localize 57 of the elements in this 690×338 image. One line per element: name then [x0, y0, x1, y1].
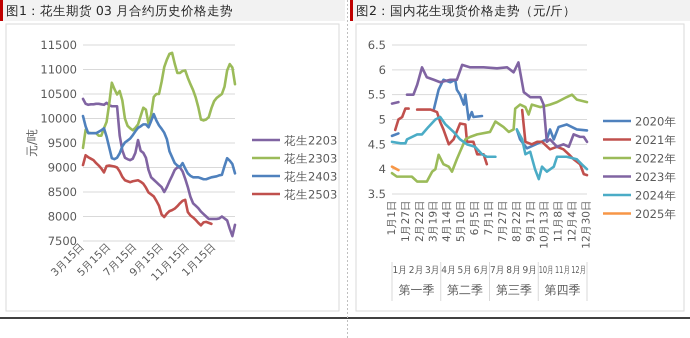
x-tick-label: 3月19日	[427, 200, 440, 242]
x-tick-label: 11月8日	[552, 200, 565, 242]
x-tick-label: 12月4日	[566, 200, 579, 242]
x-tick-label: 12月30日	[580, 200, 592, 249]
y-tick-label: 9500	[48, 136, 77, 150]
text: 1月	[392, 265, 409, 276]
legend-label: 2025年	[635, 207, 676, 221]
legend-label: 花生2403	[284, 170, 338, 184]
text: 5月	[458, 265, 474, 276]
legend-label: 2022年	[635, 152, 676, 166]
x-tick-label: 8月22日	[510, 200, 523, 242]
text: 9月	[522, 265, 539, 276]
y-tick-label: 9000	[48, 160, 77, 174]
x-tick-label: 6月5日	[469, 200, 482, 236]
y-tick-label: 4.5	[368, 137, 386, 152]
x-tick-label: 10月13日	[538, 200, 551, 249]
text: 6月	[474, 265, 490, 276]
legend-label: 2024年	[635, 188, 676, 202]
x-tick-label: 1月27日	[400, 200, 412, 242]
x-tick-label: 5月10日	[455, 200, 468, 242]
text: 第一季	[398, 283, 434, 297]
y-tick-label: 6.5	[368, 38, 386, 52]
x-tick-label: 7月1日	[482, 200, 495, 236]
legend-label: 2020年	[635, 114, 676, 128]
text: 3月	[425, 265, 442, 276]
chart-title: 图1：花生期货 03 月合约历史价格走势	[6, 3, 233, 18]
x-tick-label: 9月17日	[524, 200, 537, 242]
y-tick-label: 3.5	[368, 187, 386, 201]
text: 第四季	[544, 283, 581, 297]
chart-title: 图2：国内花生现货价格走势（元/斤）	[356, 3, 576, 18]
legend-label: 花生2203	[284, 134, 338, 148]
text: 7月	[490, 265, 506, 276]
legend-label: 2023年	[635, 170, 676, 184]
text: 第三季	[496, 283, 532, 297]
y-tick-label: 10500	[40, 87, 77, 101]
y-tick-label: 5.5	[368, 88, 386, 102]
x-tick-label: 1月1日	[386, 200, 398, 236]
y-tick-label: 6	[378, 62, 386, 77]
y-tick-label: 10000	[40, 112, 77, 126]
y-tick-label: 8000	[48, 210, 77, 224]
text: 第二季	[447, 283, 484, 297]
legend-label: 2021年	[635, 133, 676, 147]
x-tick-label: 7月27日	[496, 200, 509, 242]
y-axis-title: 元/吨	[25, 128, 39, 158]
text: 2月	[408, 265, 425, 276]
text: 4月	[441, 265, 458, 276]
y-tick-label: 11500	[40, 38, 77, 52]
y-tick-label: 11000	[40, 62, 77, 76]
x-tick-label: 2月22日	[414, 200, 426, 242]
y-tick-label: 4	[378, 162, 386, 176]
y-tick-label: 5	[378, 112, 386, 126]
x-tick-label: 4月14日	[441, 200, 454, 242]
text: 12月	[571, 265, 594, 276]
text: 8月	[506, 265, 522, 276]
legend-label: 花生2303	[284, 152, 338, 166]
y-tick-label: 8500	[48, 185, 77, 199]
legend-label: 花生2503	[284, 188, 338, 202]
